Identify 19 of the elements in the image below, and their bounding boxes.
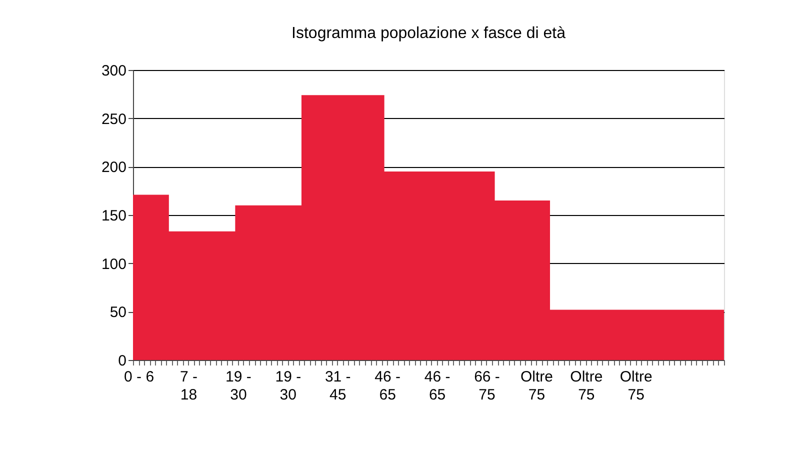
x-tick-label: 66 - 75 <box>474 368 500 404</box>
y-tick-label: 250 <box>101 110 126 128</box>
chart-title: Istogramma popolazione x fasce di età <box>292 25 566 42</box>
x-tick-label: 46 - 65 <box>424 368 450 404</box>
x-tick-label: 0 - 6 <box>124 368 154 386</box>
x-tick-label: 19 - 30 <box>275 368 302 404</box>
x-tick-label: Oltre 75 <box>570 368 603 404</box>
x-tick-label: Oltre 75 <box>520 368 553 404</box>
y-tick-label: 200 <box>101 159 126 176</box>
y-tick-label: 300 <box>101 62 126 80</box>
y-tick-label: 150 <box>101 208 126 224</box>
x-tick-label: 46 - 65 <box>374 368 401 404</box>
x-tick-label: Oltre 75 <box>620 368 652 404</box>
x-tick-label: 31 - 45 <box>324 368 351 404</box>
y-tick-label: 100 <box>101 256 126 273</box>
x-tick-label: 19 - 30 <box>226 368 252 404</box>
y-tick-label: 50 <box>110 304 126 322</box>
x-tick-label: 7 - 18 <box>180 368 198 404</box>
y-tick-label: 0 <box>118 352 126 370</box>
